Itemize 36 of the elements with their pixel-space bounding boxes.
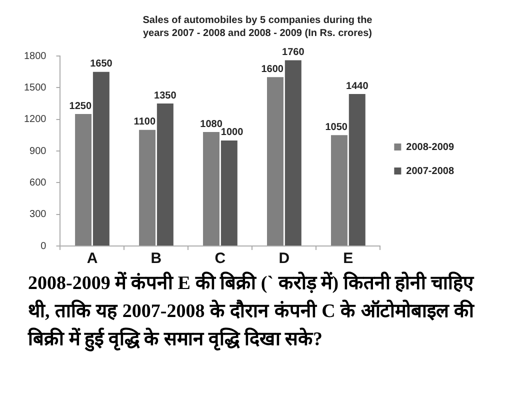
x-tick-label: D <box>278 250 290 268</box>
bar <box>203 132 220 246</box>
bar <box>156 104 174 246</box>
y-tick-label: 0 <box>40 240 47 252</box>
data-label: 1440 <box>346 80 369 92</box>
y-tick-label: 1200 <box>24 114 47 126</box>
y-tick-label: 300 <box>30 209 47 220</box>
y-tick-label: 1800 <box>24 50 47 62</box>
data-label: 1100 <box>134 116 156 128</box>
bar <box>92 72 110 246</box>
text: 2008-2009 में कंपनी E की बिक्री (` करोड़ में) कितनी होनी चाहिए थी, ताकि यह 2007-2008 के दौरान कंपनी C के ऑटोमोबाइल की बिक्री में हुई वृद्धि के समान वृद्धि दिखा सके? <box>28 270 474 354</box>
data-label: 1350 <box>154 90 177 102</box>
bar <box>220 140 238 246</box>
y-tick-label: 1500 <box>24 82 47 94</box>
bar <box>348 94 366 246</box>
bar <box>139 130 156 246</box>
bar <box>330 135 348 246</box>
y-tick-label: 900 <box>30 146 47 157</box>
bar <box>75 114 92 246</box>
legend-label: 2008-2009 <box>406 142 454 153</box>
data-label: 1250 <box>69 100 92 112</box>
chart-title: Sales of automobiles by 5 companies during the years 2007 - 2008 and 2008 - 2009 (In Rs. crores) <box>142 14 374 40</box>
x-tick-label: B <box>150 250 162 268</box>
legend-label: 2007-2008 <box>406 166 454 177</box>
x-tick-label: E <box>343 250 354 268</box>
x-tick-label: A <box>86 250 98 268</box>
bar <box>284 60 302 246</box>
data-label: 1760 <box>282 46 305 58</box>
data-label: 1050 <box>325 122 348 133</box>
data-label: 1080 <box>200 118 223 130</box>
y-tick-label: 600 <box>30 177 47 188</box>
data-label: 1000 <box>220 127 244 138</box>
x-tick-label: C <box>214 250 226 268</box>
bar <box>267 77 284 246</box>
data-label: 1600 <box>261 64 284 75</box>
data-label: 1650 <box>90 58 113 70</box>
